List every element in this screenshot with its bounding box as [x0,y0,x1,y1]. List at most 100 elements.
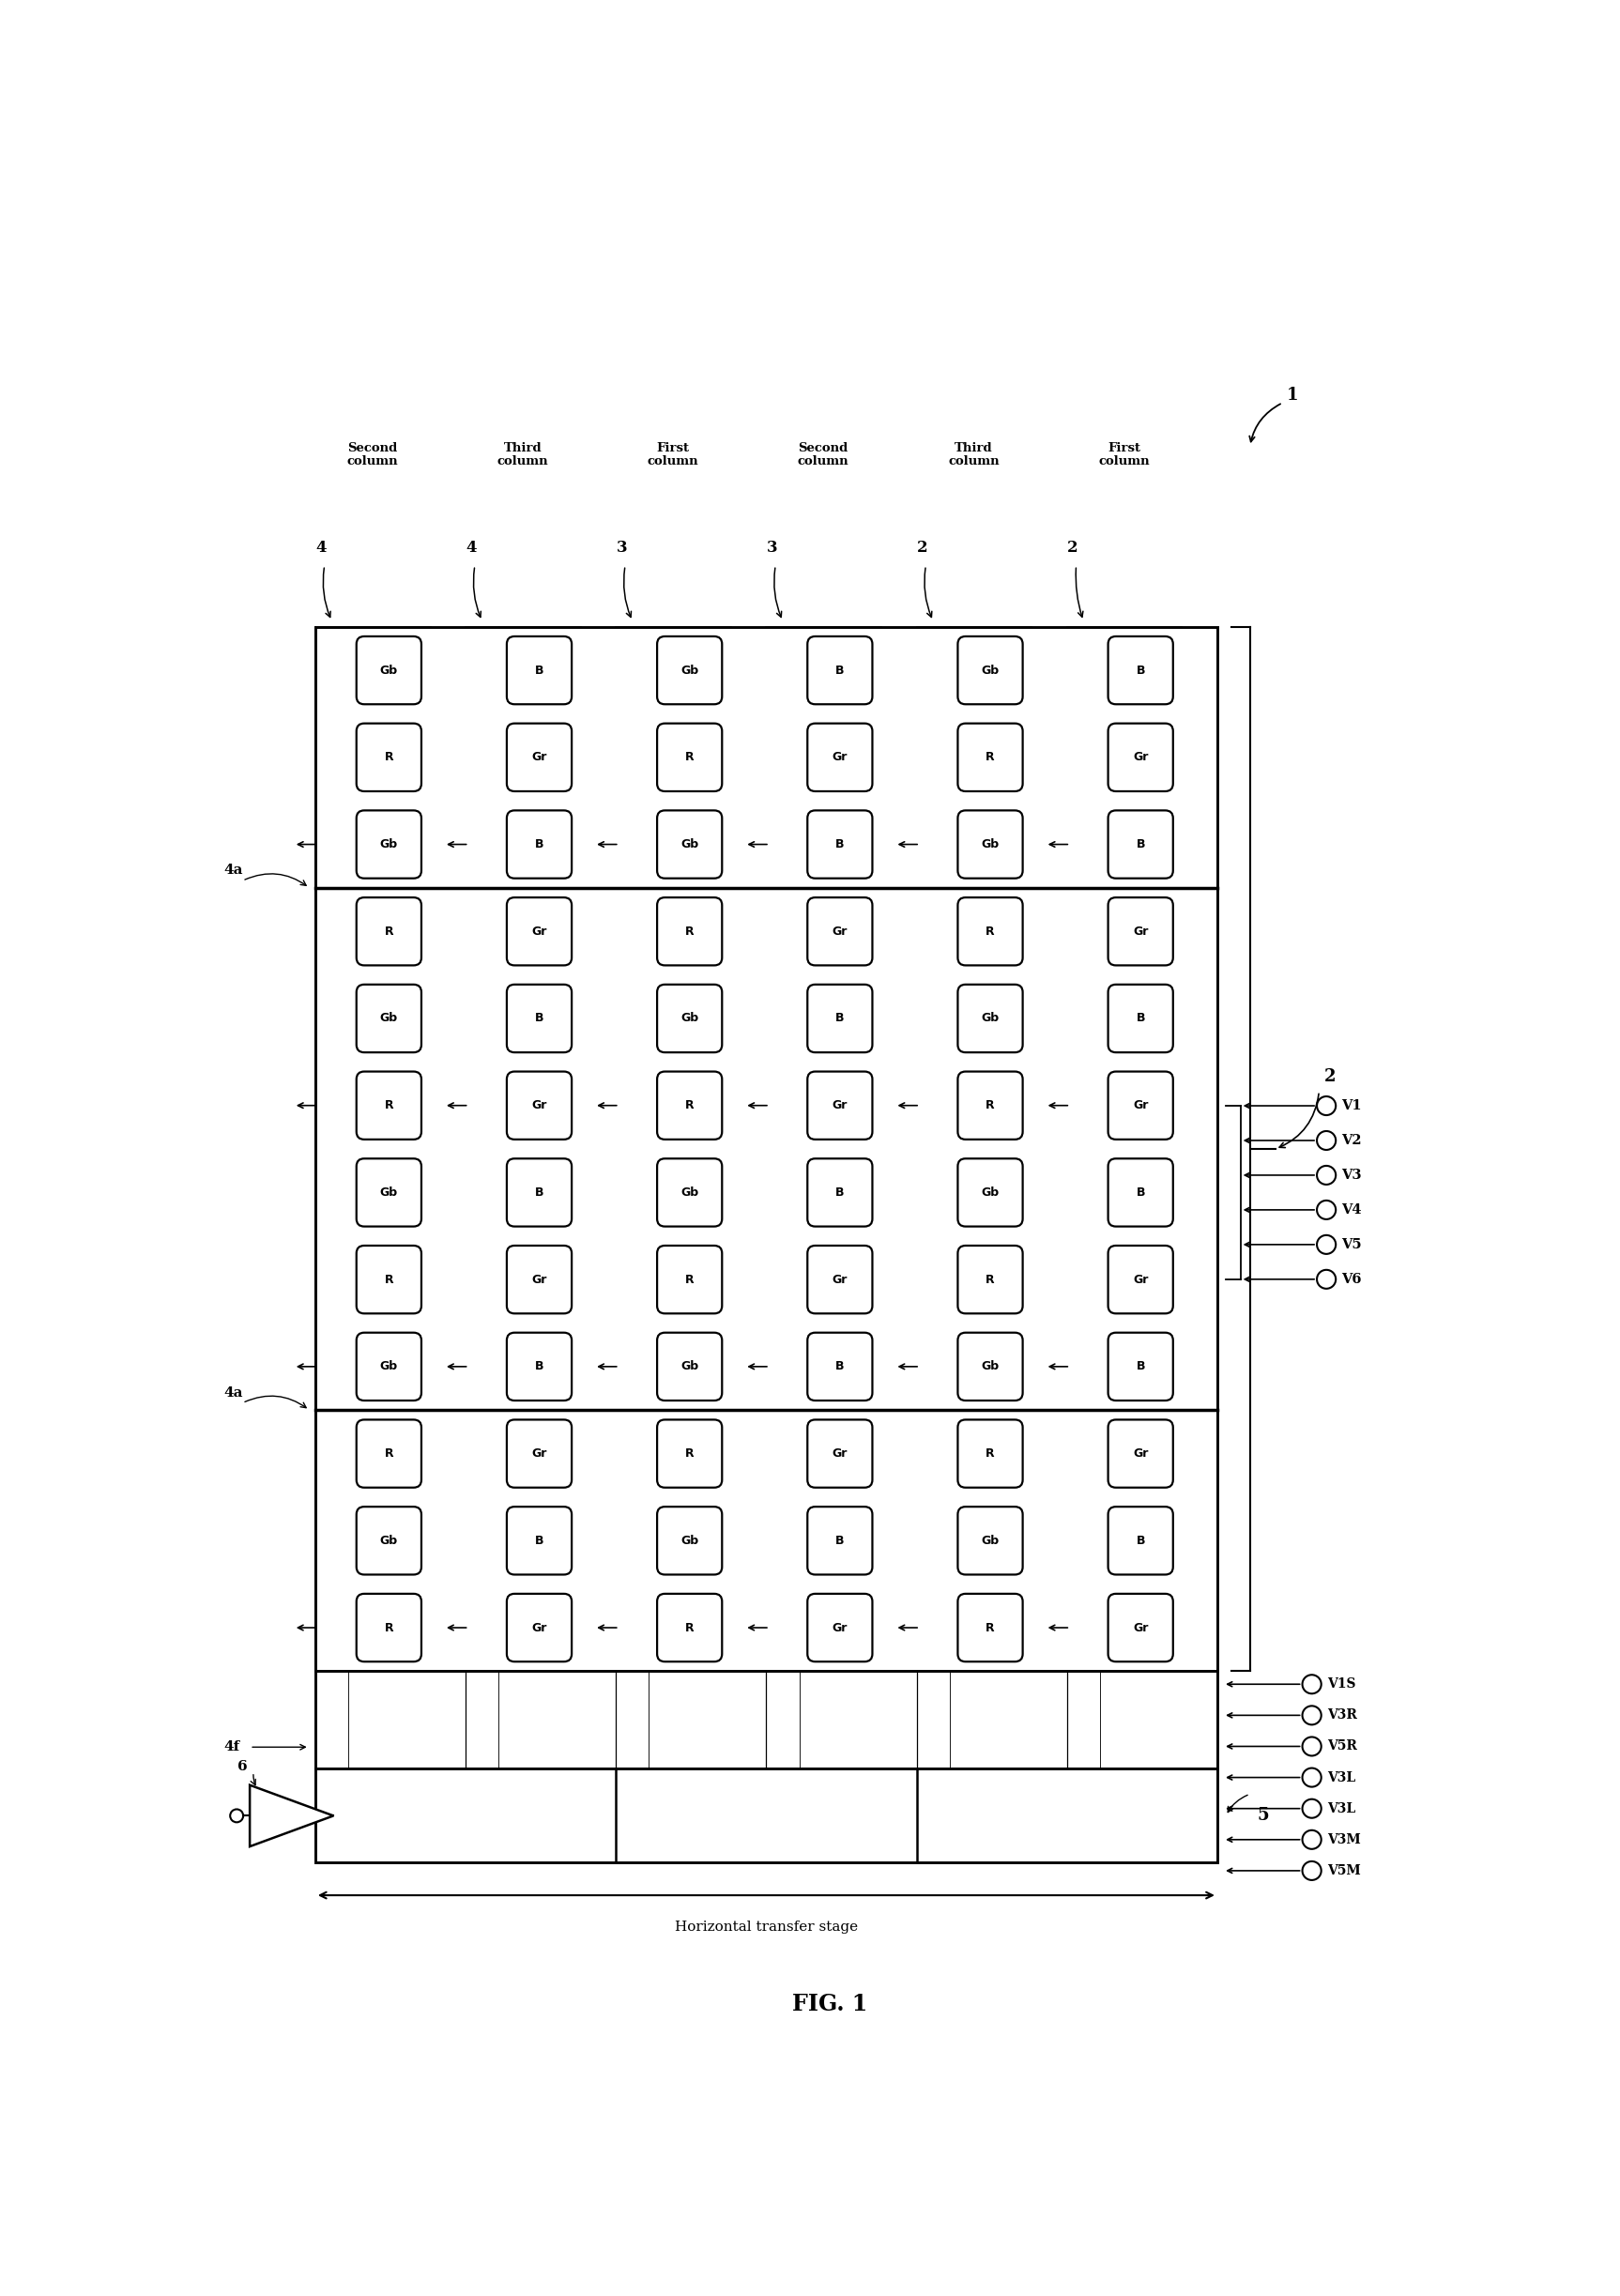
Text: B: B [535,1362,544,1373]
Text: Gr: Gr [1132,1446,1149,1460]
Text: FIG. 1: FIG. 1 [792,1993,868,2016]
Text: V1S: V1S [1327,1678,1356,1690]
FancyBboxPatch shape [658,636,723,705]
Text: Gb: Gb [982,1362,1000,1373]
Text: B: B [836,1187,844,1199]
FancyBboxPatch shape [807,636,873,705]
Text: B: B [535,664,544,677]
Bar [616,627,650,1671]
Text: B: B [836,1013,844,1024]
Text: R: R [985,1274,995,1286]
Text: V3R: V3R [1327,1708,1358,1722]
Text: B: B [1136,838,1145,850]
FancyBboxPatch shape [957,985,1022,1052]
Text: Second
column: Second column [347,443,399,468]
Text: B: B [836,1362,844,1373]
Bar [799,627,881,1671]
Text: 2: 2 [1324,1068,1336,1086]
FancyBboxPatch shape [658,1332,723,1401]
FancyBboxPatch shape [1108,1247,1173,1313]
FancyBboxPatch shape [1108,1159,1173,1226]
Text: B: B [1136,1013,1145,1024]
Bar [348,627,429,1671]
FancyBboxPatch shape [658,1159,723,1226]
Text: V3M: V3M [1327,1832,1361,1846]
Text: V6: V6 [1341,1272,1362,1286]
FancyBboxPatch shape [356,1247,421,1313]
FancyBboxPatch shape [356,898,421,964]
FancyBboxPatch shape [507,985,572,1052]
Text: B: B [535,838,544,850]
FancyBboxPatch shape [507,1593,572,1662]
Polygon shape [249,1784,334,1846]
FancyBboxPatch shape [807,1247,873,1313]
FancyBboxPatch shape [658,1593,723,1662]
Text: Gr: Gr [1132,1621,1149,1635]
FancyBboxPatch shape [356,1593,421,1662]
Text: B: B [1136,664,1145,677]
FancyBboxPatch shape [658,1072,723,1139]
Text: Gr: Gr [833,1100,847,1111]
Text: 3: 3 [766,540,778,556]
FancyBboxPatch shape [807,723,873,792]
FancyBboxPatch shape [957,1593,1022,1662]
FancyBboxPatch shape [957,723,1022,792]
FancyBboxPatch shape [957,1506,1022,1575]
FancyBboxPatch shape [957,810,1022,879]
FancyBboxPatch shape [658,810,723,879]
Text: Third
column: Third column [948,443,1000,468]
Text: R: R [985,1100,995,1111]
FancyBboxPatch shape [356,1332,421,1401]
Bar [316,627,348,1671]
Text: Gr: Gr [531,1274,548,1286]
Text: V5: V5 [1341,1238,1362,1251]
FancyBboxPatch shape [356,985,421,1052]
FancyBboxPatch shape [957,1159,1022,1226]
Text: B: B [1136,1534,1145,1548]
Text: Gb: Gb [680,1013,698,1024]
FancyBboxPatch shape [507,723,572,792]
FancyBboxPatch shape [957,898,1022,964]
Text: R: R [384,1100,394,1111]
FancyBboxPatch shape [1108,898,1173,964]
FancyBboxPatch shape [807,1072,873,1139]
Text: B: B [1136,1187,1145,1199]
Text: R: R [384,751,394,765]
Text: Gr: Gr [833,1446,847,1460]
Bar [316,627,1217,1671]
FancyBboxPatch shape [356,1506,421,1575]
Text: R: R [985,751,995,765]
FancyBboxPatch shape [356,636,421,705]
Text: Gb: Gb [381,1534,399,1548]
Bar [465,627,499,1671]
Text: Gb: Gb [680,1534,698,1548]
Text: R: R [985,1621,995,1635]
FancyBboxPatch shape [1108,1419,1173,1488]
Text: B: B [535,1013,544,1024]
Text: B: B [1136,1362,1145,1373]
FancyBboxPatch shape [807,1159,873,1226]
Text: B: B [836,664,844,677]
FancyBboxPatch shape [356,810,421,879]
FancyBboxPatch shape [1108,636,1173,705]
Text: Gb: Gb [982,838,1000,850]
Text: V5R: V5R [1327,1740,1358,1752]
FancyBboxPatch shape [807,898,873,964]
Text: R: R [384,1274,394,1286]
Text: Gr: Gr [833,1621,847,1635]
Text: R: R [685,1274,693,1286]
FancyBboxPatch shape [1108,723,1173,792]
FancyBboxPatch shape [507,1506,572,1575]
Text: Gb: Gb [381,838,399,850]
Text: Gr: Gr [833,1274,847,1286]
FancyBboxPatch shape [957,636,1022,705]
FancyBboxPatch shape [957,1419,1022,1488]
Text: 4: 4 [467,540,476,556]
Text: Gb: Gb [982,1187,1000,1199]
FancyBboxPatch shape [807,1593,873,1662]
Text: R: R [685,751,693,765]
FancyBboxPatch shape [356,1419,421,1488]
FancyBboxPatch shape [807,985,873,1052]
Text: R: R [685,1621,693,1635]
Text: 4a: 4a [224,863,243,877]
